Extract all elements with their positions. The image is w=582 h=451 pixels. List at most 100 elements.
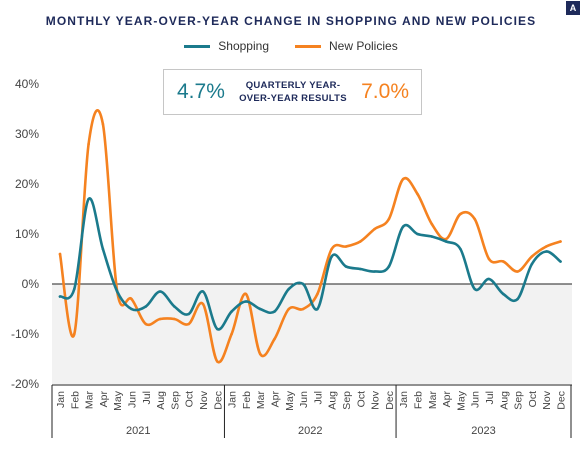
- data-point-new-policies: [344, 245, 348, 248]
- quarterly-summary-label: QUARTERLY YEAR- OVER-YEAR RESULTS: [237, 79, 349, 105]
- data-point-shopping: [459, 247, 462, 251]
- data-point-new-policies: [373, 227, 376, 231]
- x-tick-label: Apr: [98, 391, 110, 408]
- x-tick-label: Nov: [198, 390, 210, 409]
- x-tick-label: Jul: [484, 391, 496, 404]
- data-point-new-policies: [430, 222, 434, 226]
- data-point-shopping: [73, 287, 76, 291]
- data-point-shopping: [359, 267, 362, 271]
- legend-swatch-new-policies: [295, 44, 321, 48]
- shopping-quarterly-value: 4.7%: [177, 80, 225, 103]
- y-tick-label: 30%: [15, 127, 39, 141]
- data-point-shopping: [273, 310, 276, 313]
- data-point-new-policies: [502, 260, 505, 263]
- data-point-shopping: [401, 225, 405, 228]
- data-point-shopping: [387, 265, 391, 268]
- data-point-shopping: [115, 290, 119, 293]
- data-point-shopping: [87, 197, 90, 201]
- data-point-shopping: [158, 290, 162, 293]
- x-tick-label: Jan: [227, 391, 239, 408]
- legend-label-new-policies: New Policies: [329, 39, 398, 53]
- data-point-new-policies: [401, 177, 405, 181]
- data-point-shopping: [330, 255, 334, 258]
- x-tick-label: Dec: [556, 391, 568, 410]
- data-point-new-policies: [330, 247, 334, 251]
- data-point-new-policies: [216, 360, 219, 363]
- x-tick-label: May: [284, 390, 296, 411]
- x-tick-label: Jun: [470, 391, 482, 408]
- data-point-shopping: [187, 312, 190, 316]
- y-tick-label: 40%: [15, 77, 39, 91]
- x-tick-label: Feb: [413, 391, 425, 409]
- data-point-new-policies: [544, 245, 548, 248]
- legend-item-shopping: Shopping: [184, 39, 269, 53]
- x-tick-label: Aug: [155, 391, 167, 410]
- data-point-new-policies: [87, 142, 90, 146]
- data-point-new-policies: [58, 252, 62, 256]
- data-point-new-policies: [316, 292, 319, 296]
- x-tick-label: Sep: [513, 391, 525, 410]
- data-point-new-policies: [158, 317, 162, 321]
- data-point-shopping: [473, 287, 477, 291]
- x-tick-label: Oct: [355, 391, 367, 407]
- x-tick-label: Apr: [270, 391, 282, 408]
- data-point-new-policies: [444, 237, 448, 241]
- x-tick-label: Sep: [169, 391, 181, 410]
- x-tick-label: Oct: [184, 391, 196, 407]
- x-tick-label: Mar: [427, 391, 439, 410]
- data-point-new-policies: [258, 352, 262, 356]
- x-tick-label: Aug: [498, 391, 510, 410]
- quarterly-summary-label-line1: QUARTERLY YEAR-: [245, 80, 341, 91]
- legend-label-shopping: Shopping: [218, 39, 269, 53]
- x-tick-label: Jul: [141, 391, 153, 404]
- data-point-new-policies: [473, 217, 477, 221]
- data-point-shopping: [416, 232, 419, 236]
- x-tick-label: Nov: [370, 390, 382, 409]
- data-point-new-policies: [287, 307, 291, 311]
- x-tick-label: Feb: [69, 391, 81, 409]
- x-tick-label: May: [455, 390, 467, 411]
- data-point-shopping: [444, 240, 448, 243]
- x-tick-label: Jun: [127, 391, 139, 408]
- x-tick-label: Oct: [527, 391, 539, 407]
- year-label: 2022: [298, 425, 322, 437]
- data-point-shopping: [58, 295, 62, 298]
- data-point-new-policies: [487, 257, 491, 261]
- data-point-shopping: [130, 307, 133, 311]
- chart-title: MONTHLY YEAR-OVER-YEAR CHANGE IN SHOPPIN…: [45, 14, 537, 28]
- new-policies-quarterly-value: 7.0%: [361, 80, 409, 103]
- x-tick-label: Dec: [212, 391, 224, 410]
- data-point-new-policies: [101, 122, 105, 126]
- legend-swatch-shopping: [184, 44, 211, 48]
- data-point-shopping: [530, 262, 534, 266]
- x-tick-label: May: [112, 390, 124, 411]
- data-point-shopping: [244, 300, 248, 303]
- data-point-new-policies: [387, 217, 391, 221]
- data-point-shopping: [144, 305, 148, 308]
- data-point-new-policies: [530, 255, 534, 258]
- x-tick-label: Jun: [298, 391, 310, 408]
- data-point-shopping: [502, 292, 505, 296]
- data-point-new-policies: [516, 270, 519, 273]
- data-point-new-policies: [459, 212, 462, 216]
- x-tick-label: Jan: [55, 391, 67, 408]
- y-tick-label: 0%: [22, 277, 40, 291]
- data-point-shopping: [487, 277, 491, 281]
- data-point-new-policies: [559, 240, 562, 243]
- legend-item-new-policies: New Policies: [295, 39, 398, 53]
- data-point-new-policies: [301, 307, 305, 311]
- data-point-shopping: [544, 250, 548, 253]
- x-tick-label: Feb: [241, 391, 253, 409]
- data-point-new-policies: [230, 332, 233, 336]
- data-point-new-policies: [201, 302, 205, 306]
- x-tick-label: Mar: [255, 391, 267, 410]
- data-point-shopping: [373, 270, 376, 273]
- data-point-shopping: [316, 307, 319, 311]
- quarterly-summary-box: 4.7% QUARTERLY YEAR- OVER-YEAR RESULTS 7…: [163, 69, 422, 115]
- data-point-new-policies: [359, 240, 362, 243]
- data-point-shopping: [216, 327, 219, 331]
- data-point-shopping: [258, 307, 262, 311]
- data-point-new-policies: [73, 332, 76, 336]
- x-tick-label: Sep: [341, 391, 353, 410]
- data-point-shopping: [559, 260, 562, 263]
